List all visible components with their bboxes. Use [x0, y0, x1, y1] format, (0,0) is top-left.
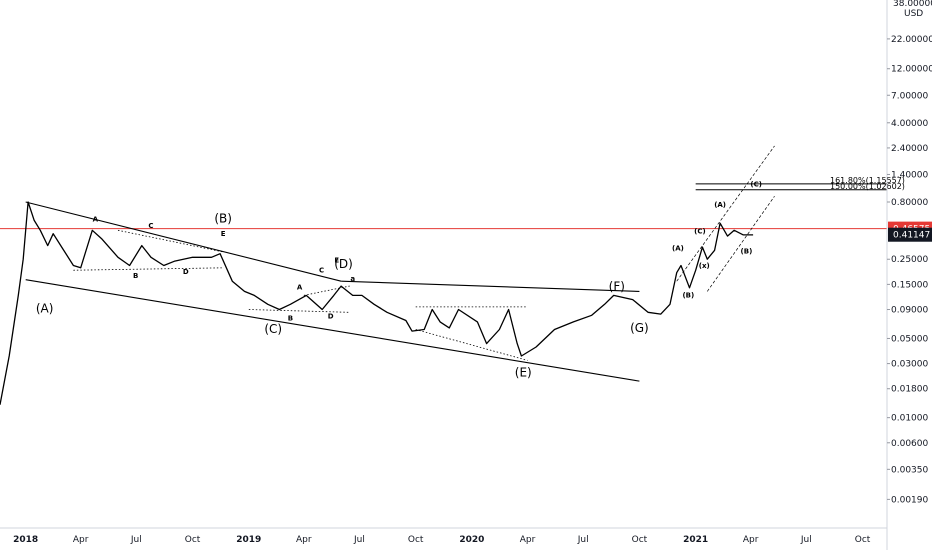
wave-label: (G)	[630, 321, 649, 335]
price-tick-label: 0.80000	[891, 198, 928, 208]
wave-label: C	[319, 267, 324, 275]
wave-label: (A)	[714, 201, 726, 209]
price-tick-label: 1.40000	[891, 170, 928, 180]
price-series-layer	[0, 201, 754, 405]
wave-label: (F)	[609, 280, 625, 294]
time-tick-label: Oct	[408, 535, 424, 545]
price-tick-label: 7.00000	[891, 91, 928, 101]
wave-label: (C)	[694, 228, 706, 236]
trendline	[676, 145, 775, 282]
price-tick-label: 0.01000	[891, 414, 928, 424]
wave-label: a	[350, 275, 355, 283]
trendline	[248, 309, 350, 313]
wave-label: B	[133, 272, 138, 280]
fib-label: 161.80%(1.15557)	[830, 176, 905, 185]
trendline	[25, 201, 342, 282]
time-tick-label: Apr	[296, 535, 312, 545]
wave-label-layer: (A) (B) (C) (D) (E) (F) (G) A C B D E A B C D Ea (A) (B) (C…	[36, 180, 762, 379]
price-tag	[888, 227, 932, 242]
time-tick-label: Apr	[520, 535, 536, 545]
wave-label: A	[297, 284, 303, 292]
trendline	[73, 267, 224, 271]
time-tick-label: 2019	[236, 535, 261, 545]
trendline	[341, 280, 640, 292]
price-tick-label: 0.03000	[891, 360, 928, 370]
wave-label: (D)	[334, 257, 353, 271]
fib-label: 150.00%(1.02602)	[830, 182, 905, 191]
wave-label: D	[183, 268, 189, 276]
wave-label: E	[221, 230, 226, 238]
price-tick-label: 0.00190	[891, 495, 928, 505]
price-tag-label: 0.41147	[893, 231, 930, 241]
price-tick-label: 0.05000	[891, 334, 928, 344]
time-tick-label: Jul	[353, 535, 365, 545]
time-tick-label: Oct	[185, 535, 201, 545]
time-tick-label: Oct	[632, 535, 648, 545]
wave-label: (B)	[214, 211, 232, 225]
trendline	[415, 329, 528, 361]
trendline	[706, 196, 775, 292]
time-tick-label: Oct	[855, 535, 871, 545]
price-tick-label: 4.00000	[891, 119, 928, 129]
time-tick-label: 2018	[13, 535, 38, 545]
wave-label: (C)	[750, 180, 762, 188]
wave-label: D	[328, 312, 334, 320]
trendline	[25, 279, 640, 382]
price-axis-top-label: 38.00000	[893, 0, 932, 9]
price-tick-label: 12.00000	[891, 65, 932, 75]
time-tick-label: Apr	[73, 535, 89, 545]
time-tick-label: Jul	[130, 535, 142, 545]
price-tick-label: 0.25000	[891, 255, 928, 265]
price-tick-label: 0.00350	[891, 465, 928, 475]
time-tick-label: 2021	[683, 535, 708, 545]
wave-label: (C)	[264, 322, 282, 336]
wave-label: (A)	[672, 244, 684, 252]
time-tick-label: Jul	[577, 535, 589, 545]
wave-label: C	[148, 222, 153, 230]
price-tick-label: 0.09000	[891, 306, 928, 316]
wave-label: E	[334, 256, 339, 264]
wave-label: B	[288, 315, 293, 323]
price-tick-label: 0.00600	[891, 439, 928, 449]
wave-label: (A)	[36, 301, 54, 315]
wave-label: A	[93, 215, 99, 223]
wave-label: (x)	[699, 262, 710, 270]
price-tick-label: 2.40000	[891, 144, 928, 154]
price-tick-label: 0.01800	[891, 385, 928, 395]
time-tick-label: Apr	[743, 535, 759, 545]
price-tick-label: 22.00000	[891, 35, 932, 45]
price-tick-label: 0.15000	[891, 280, 928, 290]
time-tick-label: Jul	[800, 535, 812, 545]
wave-label: (B)	[682, 291, 694, 299]
price-line	[0, 201, 754, 405]
currency-label: USD	[904, 9, 923, 19]
wave-label: (E)	[515, 366, 532, 380]
time-tick-label: 2020	[459, 535, 484, 545]
wave-label: (B)	[741, 248, 753, 256]
trendline	[117, 229, 224, 253]
trendline-layer: 161.80%(1.15557)150.00%(1.02602)	[0, 145, 905, 382]
